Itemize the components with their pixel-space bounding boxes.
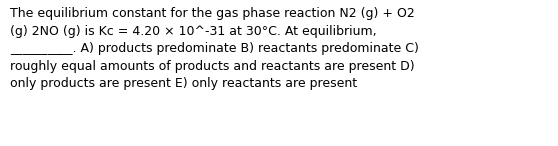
Text: The equilibrium constant for the gas phase reaction N2 (g) + O2
(g) 2NO (g) is K: The equilibrium constant for the gas pha… bbox=[10, 7, 419, 90]
